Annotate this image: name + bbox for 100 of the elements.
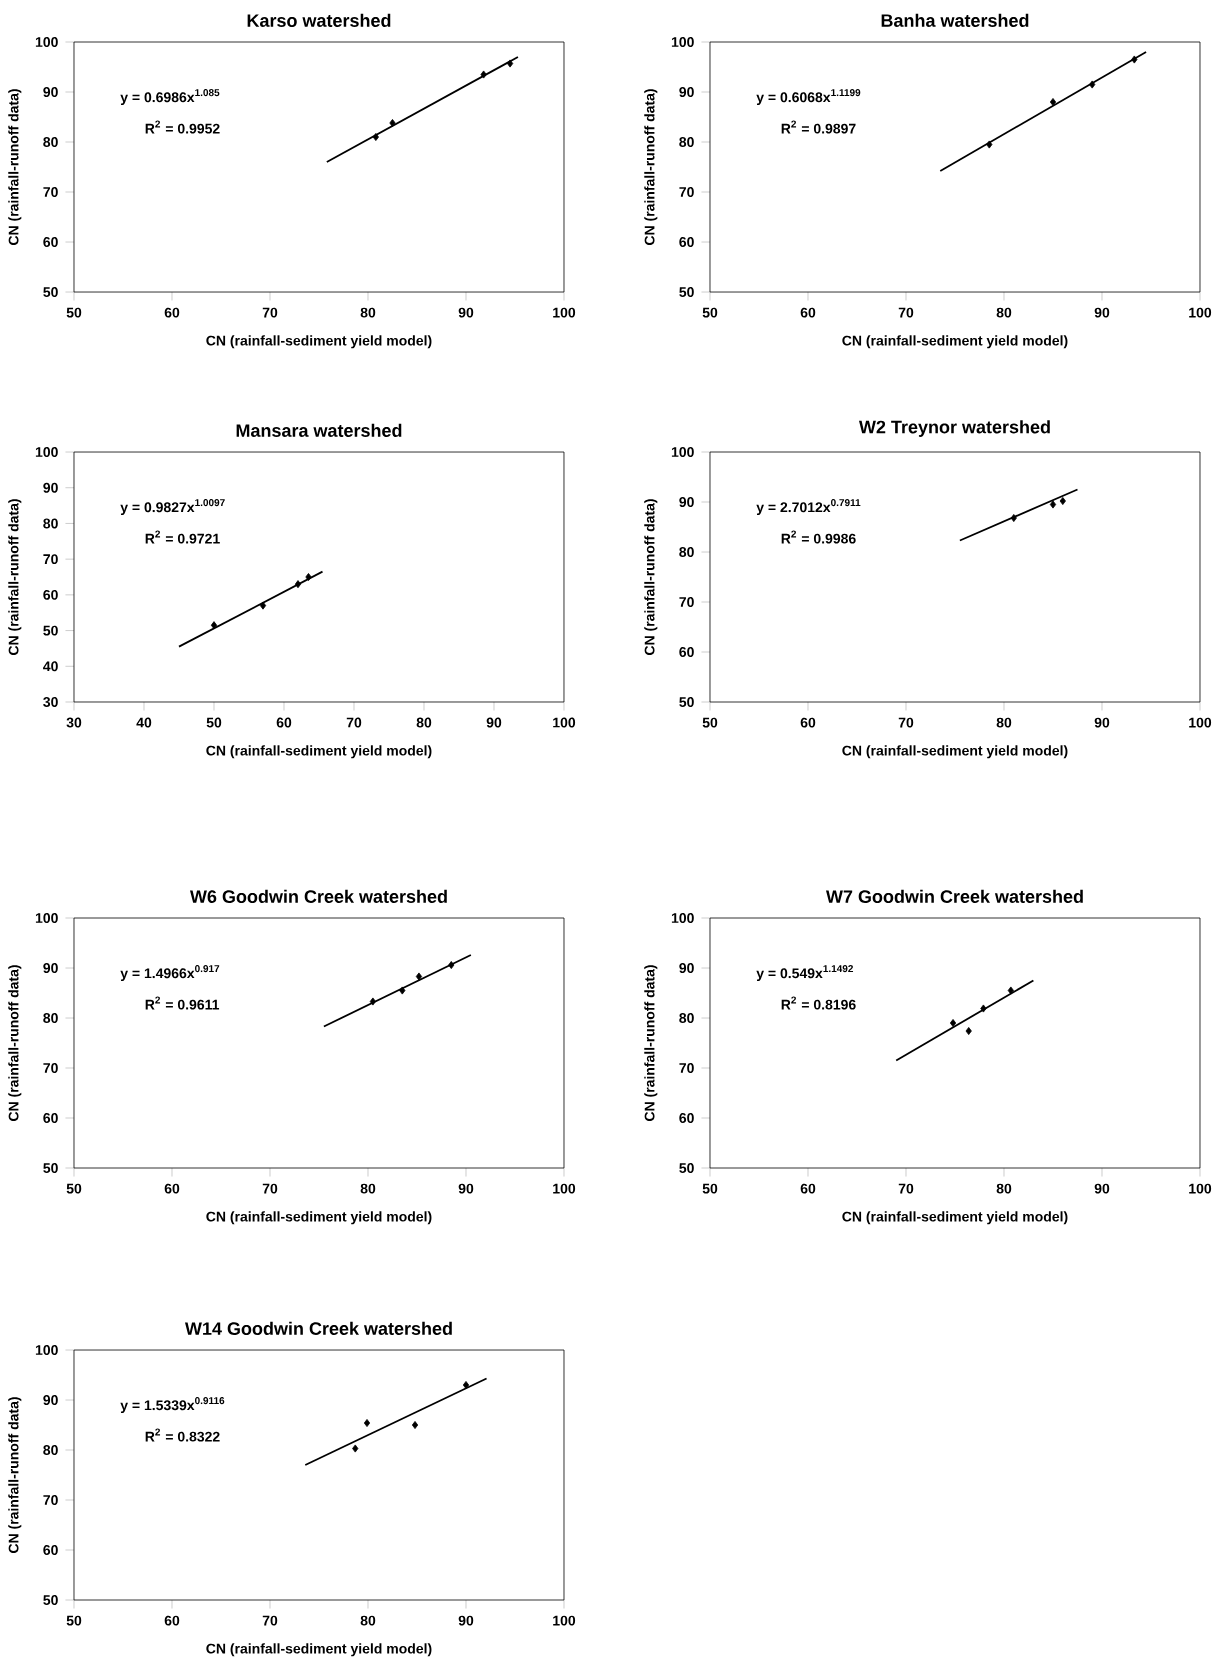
x-axis-title: CN (rainfall-sediment yield model) bbox=[206, 1643, 432, 1657]
y-tick-label: 80 bbox=[679, 547, 694, 557]
chart-title: Banha watershed bbox=[881, 13, 1029, 27]
point bbox=[352, 1444, 359, 1453]
x-tick-label: 80 bbox=[416, 717, 432, 728]
y-tick-label: 100 bbox=[35, 447, 58, 457]
x-tick-label: 70 bbox=[898, 717, 914, 728]
point bbox=[372, 133, 379, 142]
x-axis-title: CN (rainfall-sediment yield model) bbox=[842, 1211, 1068, 1225]
y-tick-label: 50 bbox=[679, 697, 694, 707]
annotation: y = 0.6068x$^{1.1199}$ bbox=[756, 89, 861, 105]
y-tick-label: 90 bbox=[679, 497, 694, 507]
y-tick-label: 70 bbox=[43, 1063, 58, 1073]
x-tick-label: 60 bbox=[164, 307, 180, 318]
y-tick-label: 50 bbox=[43, 625, 58, 636]
x-tick-label: 50 bbox=[702, 307, 718, 318]
x-axis-title: CN (rainfall-sediment yield model) bbox=[842, 335, 1068, 349]
y-tick-label: 50 bbox=[43, 287, 58, 297]
annotation: R$^{2}$ = 0.9897 bbox=[781, 120, 856, 134]
y-tick-label: 100 bbox=[671, 913, 694, 923]
annotation: R$^{2}$ = 0.9986 bbox=[781, 530, 856, 544]
y-tick-label: 60 bbox=[43, 1113, 58, 1123]
x-tick-label: 90 bbox=[458, 1615, 474, 1626]
point bbox=[1049, 500, 1057, 509]
x-tick-label: 90 bbox=[1094, 307, 1110, 318]
y-tick-label: 80 bbox=[43, 1013, 58, 1023]
y-tick-label: 70 bbox=[679, 597, 694, 607]
y-tick-label: 30 bbox=[43, 697, 58, 707]
y-axis-title: CN (rainfall-runoff data) bbox=[644, 965, 658, 1121]
x-tick-label: 50 bbox=[702, 717, 718, 728]
x-tick-label: 100 bbox=[1189, 1183, 1212, 1194]
chart-title: Karso watershed bbox=[247, 13, 391, 27]
x-tick-label: 80 bbox=[996, 307, 1012, 318]
point bbox=[399, 986, 406, 995]
y-tick-label: 50 bbox=[679, 1163, 694, 1173]
point bbox=[480, 70, 487, 79]
point bbox=[965, 1027, 972, 1036]
x-tick-label: 70 bbox=[262, 307, 278, 318]
y-tick-label: 100 bbox=[35, 37, 58, 47]
y-tick-label: 60 bbox=[679, 1113, 694, 1123]
x-tick-label: 50 bbox=[66, 307, 82, 318]
annotation: y = 0.6986x$^{1.085}$ bbox=[120, 89, 220, 105]
x-tick-label: 80 bbox=[360, 307, 376, 318]
x-axis-title: CN (rainfall-sediment yield model) bbox=[206, 335, 432, 349]
chart-title: W14 Goodwin Creek watershed bbox=[184, 1321, 452, 1335]
y-axis-title: CN (rainfall-runoff data) bbox=[644, 499, 658, 655]
y-tick-label: 90 bbox=[679, 963, 694, 973]
annotation: R$^{2}$ = 0.9721 bbox=[145, 530, 220, 544]
x-tick-label: 80 bbox=[996, 1183, 1012, 1194]
x-tick-label: 60 bbox=[164, 1183, 180, 1194]
x-tick-label: 100 bbox=[553, 1615, 576, 1626]
point bbox=[305, 573, 312, 582]
y-tick-label: 80 bbox=[43, 1445, 58, 1455]
annotation: y = 0.9827x$^{1.0097}$ bbox=[120, 499, 225, 515]
x-tick-label: 60 bbox=[276, 717, 292, 728]
x-tick-label: 40 bbox=[136, 717, 152, 728]
annotation: R$^{2}$ = 0.9611 bbox=[145, 996, 220, 1010]
x-tick-label: 100 bbox=[553, 1183, 576, 1194]
y-axis-title: CN (rainfall-runoff data) bbox=[8, 1397, 22, 1553]
y-tick-label: 40 bbox=[43, 661, 58, 672]
point bbox=[294, 580, 302, 589]
y-tick-label: 80 bbox=[43, 518, 58, 529]
x-axis-title: CN (rainfall-sediment yield model) bbox=[206, 1211, 432, 1225]
x-axis-title: CN (rainfall-sediment yield model) bbox=[842, 745, 1068, 759]
y-tick-label: 90 bbox=[43, 963, 58, 973]
x-tick-label: 60 bbox=[800, 307, 816, 318]
point bbox=[363, 1419, 371, 1428]
point bbox=[506, 59, 514, 68]
annotation: y = 0.549x$^{1.1492}$ bbox=[756, 965, 854, 981]
y-tick-label: 80 bbox=[43, 137, 58, 147]
x-tick-label: 90 bbox=[1094, 1183, 1110, 1194]
chart-title: W6 Goodwin Creek watershed bbox=[190, 889, 447, 903]
y-tick-label: 60 bbox=[679, 237, 694, 247]
x-tick-label: 80 bbox=[996, 717, 1012, 728]
x-tick-label: 100 bbox=[1189, 307, 1212, 318]
y-tick-label: 90 bbox=[43, 87, 58, 97]
y-tick-label: 100 bbox=[35, 1345, 58, 1355]
chart-title: W2 Treynor watershed bbox=[859, 420, 1050, 437]
y-tick-label: 80 bbox=[679, 137, 694, 147]
y-tick-label: 50 bbox=[43, 1595, 58, 1605]
point bbox=[1089, 80, 1096, 89]
y-axis-title: CN (rainfall-runoff data) bbox=[8, 89, 22, 245]
x-tick-label: 50 bbox=[66, 1615, 82, 1626]
x-tick-label: 50 bbox=[702, 1183, 718, 1194]
x-tick-label: 70 bbox=[346, 717, 362, 728]
point bbox=[1059, 497, 1066, 506]
y-tick-label: 100 bbox=[671, 447, 694, 457]
annotation: y = 1.4966x$^{0.917}$ bbox=[120, 965, 220, 981]
x-tick-label: 70 bbox=[898, 307, 914, 318]
y-tick-label: 70 bbox=[43, 554, 58, 565]
x-axis-title: CN (rainfall-sediment yield model) bbox=[206, 745, 432, 759]
y-tick-label: 50 bbox=[679, 287, 694, 297]
chart-title: W7 Goodwin Creek watershed bbox=[826, 889, 1083, 903]
y-tick-label: 100 bbox=[35, 913, 58, 923]
point bbox=[949, 1019, 957, 1028]
point bbox=[389, 119, 396, 128]
x-tick-label: 70 bbox=[898, 1183, 914, 1194]
y-tick-label: 90 bbox=[679, 87, 694, 97]
y-tick-label: 70 bbox=[43, 1495, 58, 1505]
x-tick-label: 80 bbox=[360, 1615, 376, 1626]
